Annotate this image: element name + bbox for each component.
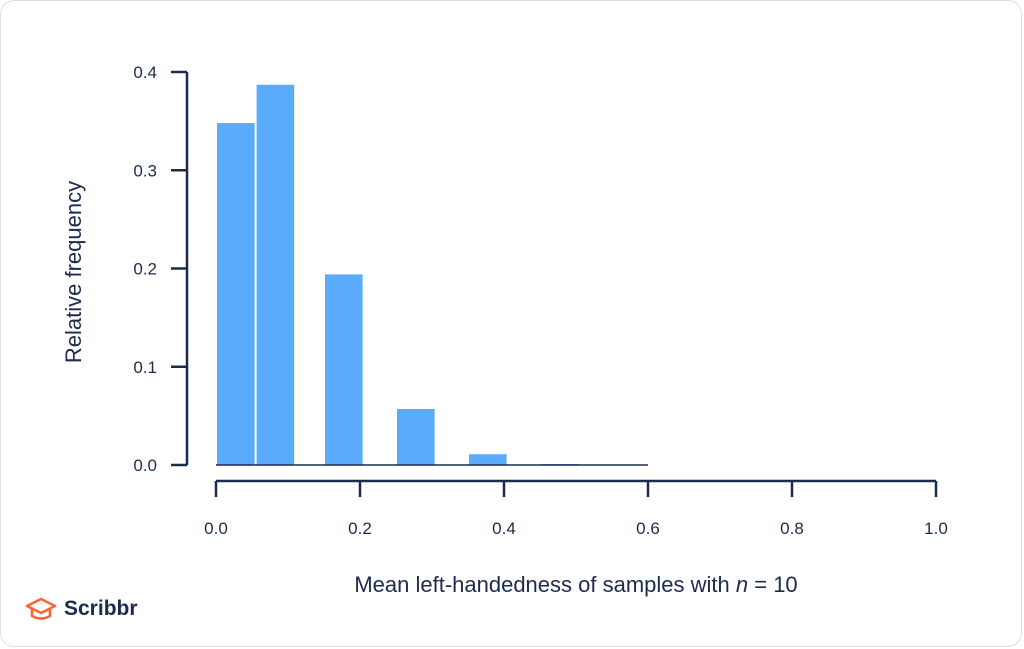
x-tick-label-2: 0.4: [492, 519, 516, 538]
y-tick-label-4: 0.4: [133, 63, 157, 82]
bar-1: [256, 84, 295, 466]
x-axis-title-suffix: = 10: [748, 572, 798, 597]
bar-3: [397, 408, 435, 465]
x-axis: 0.0 0.2 0.4 0.6 0.8 1.0: [204, 479, 948, 538]
x-axis-title: Mean left-handedness of samples with n =…: [354, 572, 797, 597]
x-tick-label-1: 0.2: [348, 519, 372, 538]
x-tick-label-3: 0.6: [636, 519, 660, 538]
y-axis-title: Relative frequency: [61, 181, 86, 363]
graduation-cap-icon: [25, 597, 57, 620]
y-axis: 0.0 0.1 0.2 0.3 0.4: [133, 63, 189, 475]
bar-2: [325, 274, 363, 465]
brand-name: Scribbr: [64, 597, 138, 620]
x-axis-title-variable: n: [736, 572, 748, 597]
scribbr-brand: Scribbr: [24, 596, 138, 622]
bar-0: [217, 123, 255, 465]
y-tick-label-3: 0.3: [133, 161, 157, 180]
y-tick-label-0: 0.0: [133, 456, 157, 475]
x-axis-title-prefix: Mean left-handedness of samples with: [354, 572, 736, 597]
x-tick-label-4: 0.8: [780, 519, 804, 538]
bar-4: [469, 454, 507, 465]
y-tick-label-1: 0.1: [133, 358, 157, 377]
bars-group: [217, 84, 579, 466]
x-tick-label-5: 1.0: [924, 519, 948, 538]
y-tick-label-2: 0.2: [133, 260, 157, 279]
x-tick-label-0: 0.0: [204, 519, 228, 538]
